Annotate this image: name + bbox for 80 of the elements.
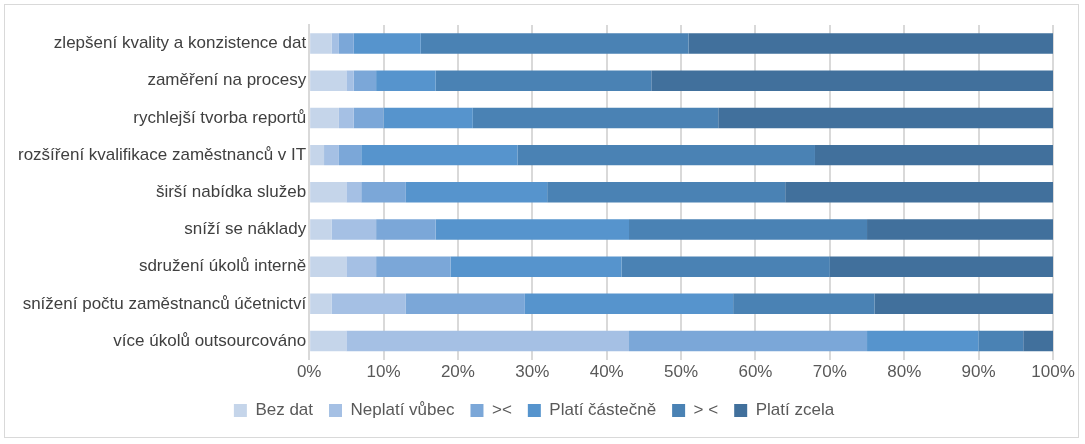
bar (346, 70, 354, 91)
x-tick-label: 60% (738, 362, 773, 382)
bar (353, 107, 384, 129)
bar (310, 182, 347, 203)
bar (346, 182, 362, 203)
bar (338, 107, 354, 129)
bar (346, 330, 630, 352)
bar (331, 219, 377, 240)
bar (310, 330, 347, 352)
bar (651, 70, 1053, 91)
bar (435, 70, 652, 91)
y-tick-label: zlepšení kvality a konzistence dat (53, 33, 307, 53)
bar (435, 219, 630, 240)
bar (867, 330, 979, 352)
bar (472, 107, 719, 129)
legend-label: > < (693, 400, 719, 420)
y-tick-label: sdružení úkolů interně (138, 256, 307, 276)
bar (310, 144, 325, 166)
bar (688, 33, 1053, 54)
bar (524, 293, 734, 315)
bar (547, 182, 786, 203)
x-tick-label: 0% (296, 362, 322, 382)
bar (310, 33, 332, 54)
x-tick-label: 70% (812, 362, 847, 382)
legend-label: Platí částečně (549, 400, 657, 420)
bar (331, 33, 339, 54)
x-tick-label: 40% (589, 362, 624, 382)
x-tick-label: 30% (515, 362, 550, 382)
bar (310, 256, 347, 277)
bar (405, 182, 548, 203)
x-tick-label: 10% (366, 362, 401, 382)
x-tick-label: 20% (440, 362, 475, 382)
y-tick-label: více úkolů outsourcováno (113, 330, 307, 350)
bar (450, 256, 622, 277)
legend-label: Platí zcela (755, 400, 835, 420)
legend-label: Neplatí vůbec (350, 400, 455, 420)
bar (978, 330, 1024, 352)
bar (405, 293, 525, 315)
bar (718, 107, 1053, 129)
x-tick-label: 100% (1031, 362, 1075, 382)
x-tick-label: 80% (887, 362, 922, 382)
legend-label: Bez dat (255, 400, 314, 420)
bar (420, 33, 689, 54)
y-tick-label: rychlejší tvorba reportů (133, 107, 307, 127)
bar (621, 256, 830, 277)
bar (310, 70, 347, 91)
bar (517, 144, 815, 166)
bar (361, 182, 406, 203)
bar (1023, 330, 1053, 352)
bar (338, 33, 354, 54)
bar (353, 70, 377, 91)
bar (361, 144, 518, 166)
bar (376, 219, 436, 240)
x-tick-label: 90% (961, 362, 996, 382)
y-tick-label: širší nabídka služeb (155, 181, 307, 201)
bar (353, 33, 421, 54)
bar (338, 144, 362, 166)
legend-label: >< (491, 400, 512, 420)
y-tick-label: zaměření na procesy (147, 70, 307, 90)
bar (629, 330, 868, 352)
x-tick-label: 50% (664, 362, 699, 382)
bar (324, 144, 339, 166)
bar (867, 219, 1053, 240)
bar (785, 182, 1053, 203)
bar (376, 256, 451, 277)
bar (383, 107, 473, 129)
bar (310, 107, 339, 129)
bar (310, 219, 332, 240)
bar (829, 256, 1053, 277)
bar (814, 144, 1053, 166)
y-tick-label: snížení počtu zaměstnanců účetnictví (22, 293, 307, 313)
bar (310, 293, 332, 315)
bar (331, 293, 406, 315)
bar (629, 219, 868, 240)
bar (733, 293, 875, 315)
y-tick-label: rozšíření kvalifikace zaměstnanců v IT (17, 144, 307, 164)
bar (874, 293, 1053, 315)
y-tick-label: sníží se náklady (184, 219, 307, 239)
bar (346, 256, 377, 277)
bar (376, 70, 436, 91)
